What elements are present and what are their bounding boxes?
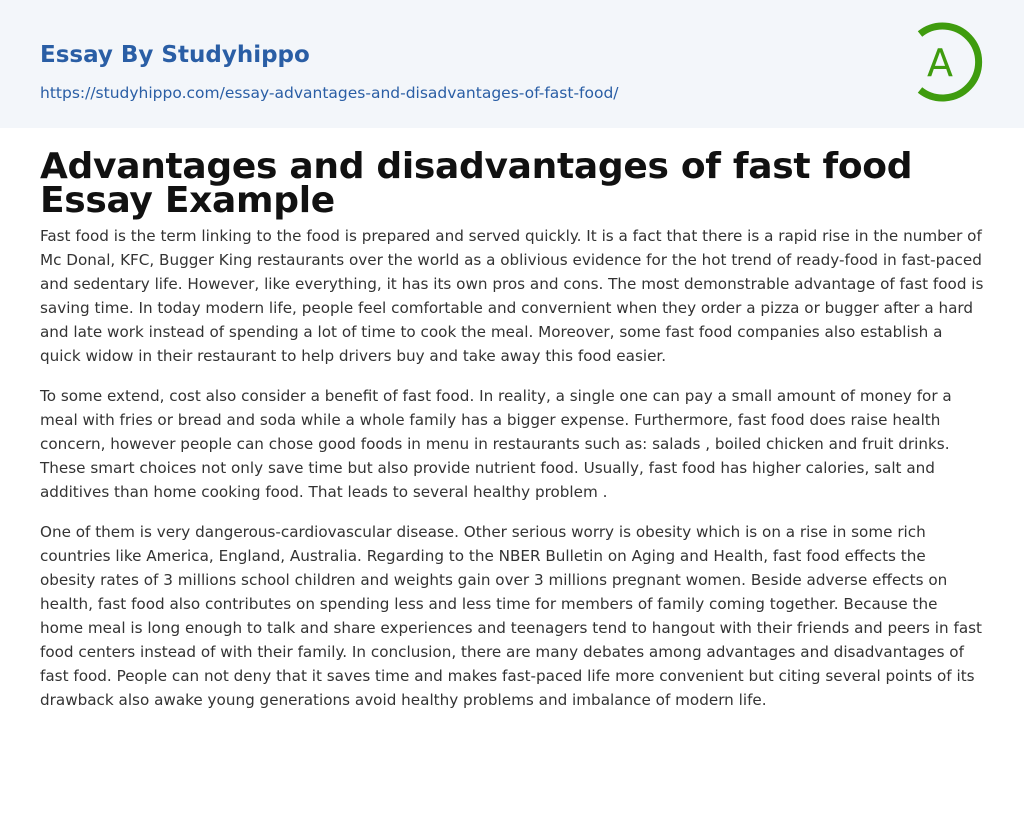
- logo-letter: A: [927, 41, 953, 85]
- brand-title[interactable]: Essay By Studyhippo: [40, 42, 310, 68]
- page-title: Advantages and disadvantages of fast foo…: [40, 146, 913, 221]
- paragraph: To some extend, cost also consider a ben…: [40, 387, 952, 501]
- essay-url-link[interactable]: https://studyhippo.com/essay-advantages-…: [40, 84, 619, 102]
- paragraph: One of them is very dangerous-cardiovasc…: [40, 523, 982, 709]
- site-header: Essay By Studyhippo https://studyhippo.c…: [0, 0, 1024, 128]
- studyhippo-logo-icon[interactable]: A: [912, 20, 986, 104]
- paragraph: Fast food is the term linking to the foo…: [40, 227, 984, 365]
- article: Advantages and disadvantages of fast foo…: [0, 128, 1024, 712]
